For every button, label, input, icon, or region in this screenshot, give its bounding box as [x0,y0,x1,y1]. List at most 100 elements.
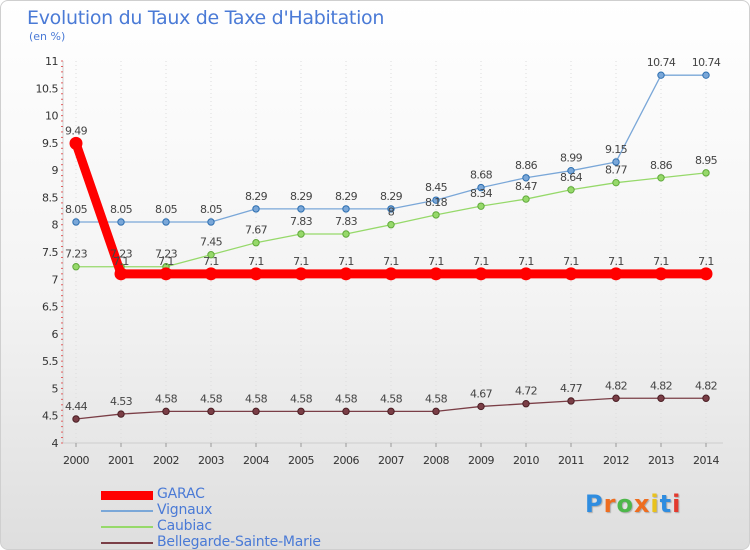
data-point [702,71,710,79]
logo-letter: i [672,490,682,518]
data-point [207,407,215,416]
x-tick-label: 2005 [288,454,314,467]
y-tick-label: 7 [52,273,59,286]
data-label: 8.29 [245,190,268,203]
data-label: 8.05 [110,203,133,216]
data-label: 4.53 [110,395,133,408]
data-label: 8.86 [515,159,538,172]
data-label: 7.1 [428,255,444,268]
data-point [657,71,665,79]
data-label: 7.1 [698,255,714,268]
y-tick-label: 9.5 [42,137,58,150]
data-label: 7.1 [608,255,624,268]
data-point [477,202,485,210]
x-tick-label: 2002 [153,454,179,467]
data-label: 7.1 [338,255,354,268]
legend-label: Vignaux [157,502,213,518]
data-point [72,218,80,226]
data-label: 8.34 [470,187,493,200]
data-label: 4.82 [695,379,717,392]
data-label: 4.82 [605,379,627,392]
data-label: 8.64 [560,171,583,184]
x-tick-label: 2006 [333,454,359,467]
data-point [702,394,710,402]
data-label: 7.1 [293,255,309,268]
data-label: 8.29 [290,190,313,203]
y-tick-label: 4 [52,437,59,450]
data-label: 8.18 [425,196,448,209]
data-label: 4.58 [425,392,448,405]
data-point [342,407,350,416]
data-point [609,267,623,281]
data-point [432,211,440,219]
data-label: 7.83 [335,215,358,228]
data-point [342,230,350,238]
data-point [204,267,218,281]
data-label: 8.99 [560,152,583,165]
data-point [249,267,263,281]
data-label: 9.49 [65,124,88,137]
data-point [297,407,305,416]
logo-letter: r [603,490,617,518]
data-point [567,186,575,194]
data-point [252,239,260,247]
data-point [387,205,395,213]
data-point [252,205,260,213]
data-point [207,218,215,226]
x-tick-label: 2013 [648,454,674,467]
data-label: 7.1 [383,255,399,268]
data-label: 7.1 [563,255,579,268]
data-point [612,158,620,166]
data-point [519,267,533,281]
y-tick-label: 8.5 [42,191,58,204]
data-point [699,267,713,281]
data-label: 4.72 [515,385,537,398]
data-point [387,221,395,229]
y-tick-label: 7.5 [42,246,58,259]
data-point [522,195,530,203]
y-tick-label: 10 [45,110,58,123]
data-label: 7.83 [290,215,313,228]
x-tick-label: 2000 [63,454,89,467]
data-label: 10.74 [647,56,676,69]
x-tick-label: 2007 [378,454,404,467]
data-label: 8.77 [605,164,628,177]
data-label: 8 [388,206,395,219]
data-point [654,267,668,281]
data-label: 7.23 [155,248,178,261]
x-tick-label: 2012 [603,454,629,467]
y-tick-label: 5 [52,382,59,395]
logo-letter: P [585,490,604,518]
legend-label: Caubiac [157,518,212,534]
data-point [339,267,353,281]
x-tick-label: 2009 [468,454,494,467]
data-label: 8.05 [200,203,223,216]
data-point [612,394,620,402]
data-point [252,407,260,416]
data-point [294,267,308,281]
data-point [72,263,80,271]
x-tick-label: 2011 [558,454,584,467]
data-label: 8.05 [155,203,178,216]
data-point [429,267,443,281]
x-tick-label: 2014 [693,454,719,467]
legend-label: Bellegarde-Sainte-Marie [157,534,321,550]
legend-swatch [101,526,153,528]
data-point [522,400,530,408]
data-point [159,267,173,281]
data-label: 7.1 [518,255,534,268]
data-point [567,166,575,175]
data-point [432,196,440,204]
data-point [387,407,395,416]
chart-title: Evolution du Taux de Taxe d'Habitation [27,7,385,29]
data-point [564,267,578,281]
data-point [522,174,530,182]
data-label: 9.15 [605,143,628,156]
y-tick-label: 6 [52,328,59,341]
data-label: 10.74 [692,56,721,69]
y-tick-label: 6.5 [42,301,58,314]
data-label: 8.95 [695,154,718,167]
data-point [69,136,83,150]
legend-swatch [101,542,153,544]
